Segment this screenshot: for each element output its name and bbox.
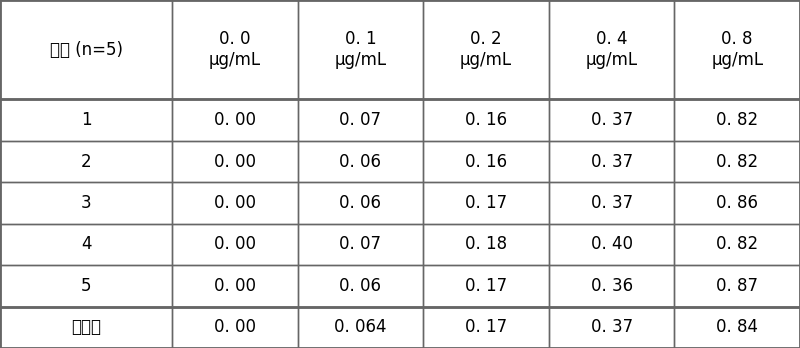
Text: 测试 (n=5): 测试 (n=5) [50, 41, 122, 59]
Text: 2: 2 [81, 152, 91, 171]
Text: 0. 00: 0. 00 [214, 277, 256, 295]
Text: 0. 17: 0. 17 [465, 318, 507, 336]
Text: 0. 06: 0. 06 [339, 194, 382, 212]
Text: 0. 16: 0. 16 [465, 152, 507, 171]
Text: 0. 00: 0. 00 [214, 236, 256, 253]
Text: 0. 86: 0. 86 [716, 194, 758, 212]
Text: 4: 4 [81, 236, 91, 253]
Text: 0. 07: 0. 07 [339, 111, 382, 129]
Text: 0. 00: 0. 00 [214, 111, 256, 129]
Text: 0. 18: 0. 18 [465, 236, 507, 253]
Text: 0. 82: 0. 82 [716, 152, 758, 171]
Text: 0. 37: 0. 37 [590, 318, 633, 336]
Text: 0. 37: 0. 37 [590, 194, 633, 212]
Text: 0. 0
μg/mL: 0. 0 μg/mL [209, 30, 261, 69]
Text: 0. 40: 0. 40 [590, 236, 633, 253]
Text: 0. 17: 0. 17 [465, 194, 507, 212]
Text: 0. 2
μg/mL: 0. 2 μg/mL [460, 30, 512, 69]
Text: 平均值: 平均值 [71, 318, 101, 336]
Text: 0. 00: 0. 00 [214, 318, 256, 336]
Text: 0. 82: 0. 82 [716, 236, 758, 253]
Text: 0. 1
μg/mL: 0. 1 μg/mL [334, 30, 386, 69]
Text: 0. 07: 0. 07 [339, 236, 382, 253]
Text: 1: 1 [81, 111, 91, 129]
Text: 3: 3 [81, 194, 91, 212]
Text: 0. 36: 0. 36 [590, 277, 633, 295]
Text: 5: 5 [81, 277, 91, 295]
Text: 0. 17: 0. 17 [465, 277, 507, 295]
Text: 0. 00: 0. 00 [214, 152, 256, 171]
Text: 0. 064: 0. 064 [334, 318, 386, 336]
Text: 0. 4
μg/mL: 0. 4 μg/mL [586, 30, 638, 69]
Text: 0. 84: 0. 84 [716, 318, 758, 336]
Text: 0. 8
μg/mL: 0. 8 μg/mL [711, 30, 763, 69]
Text: 0. 06: 0. 06 [339, 152, 382, 171]
Text: 0. 16: 0. 16 [465, 111, 507, 129]
Text: 0. 82: 0. 82 [716, 111, 758, 129]
Text: 0. 06: 0. 06 [339, 277, 382, 295]
Text: 0. 37: 0. 37 [590, 111, 633, 129]
Text: 0. 00: 0. 00 [214, 194, 256, 212]
Text: 0. 37: 0. 37 [590, 152, 633, 171]
Text: 0. 87: 0. 87 [716, 277, 758, 295]
